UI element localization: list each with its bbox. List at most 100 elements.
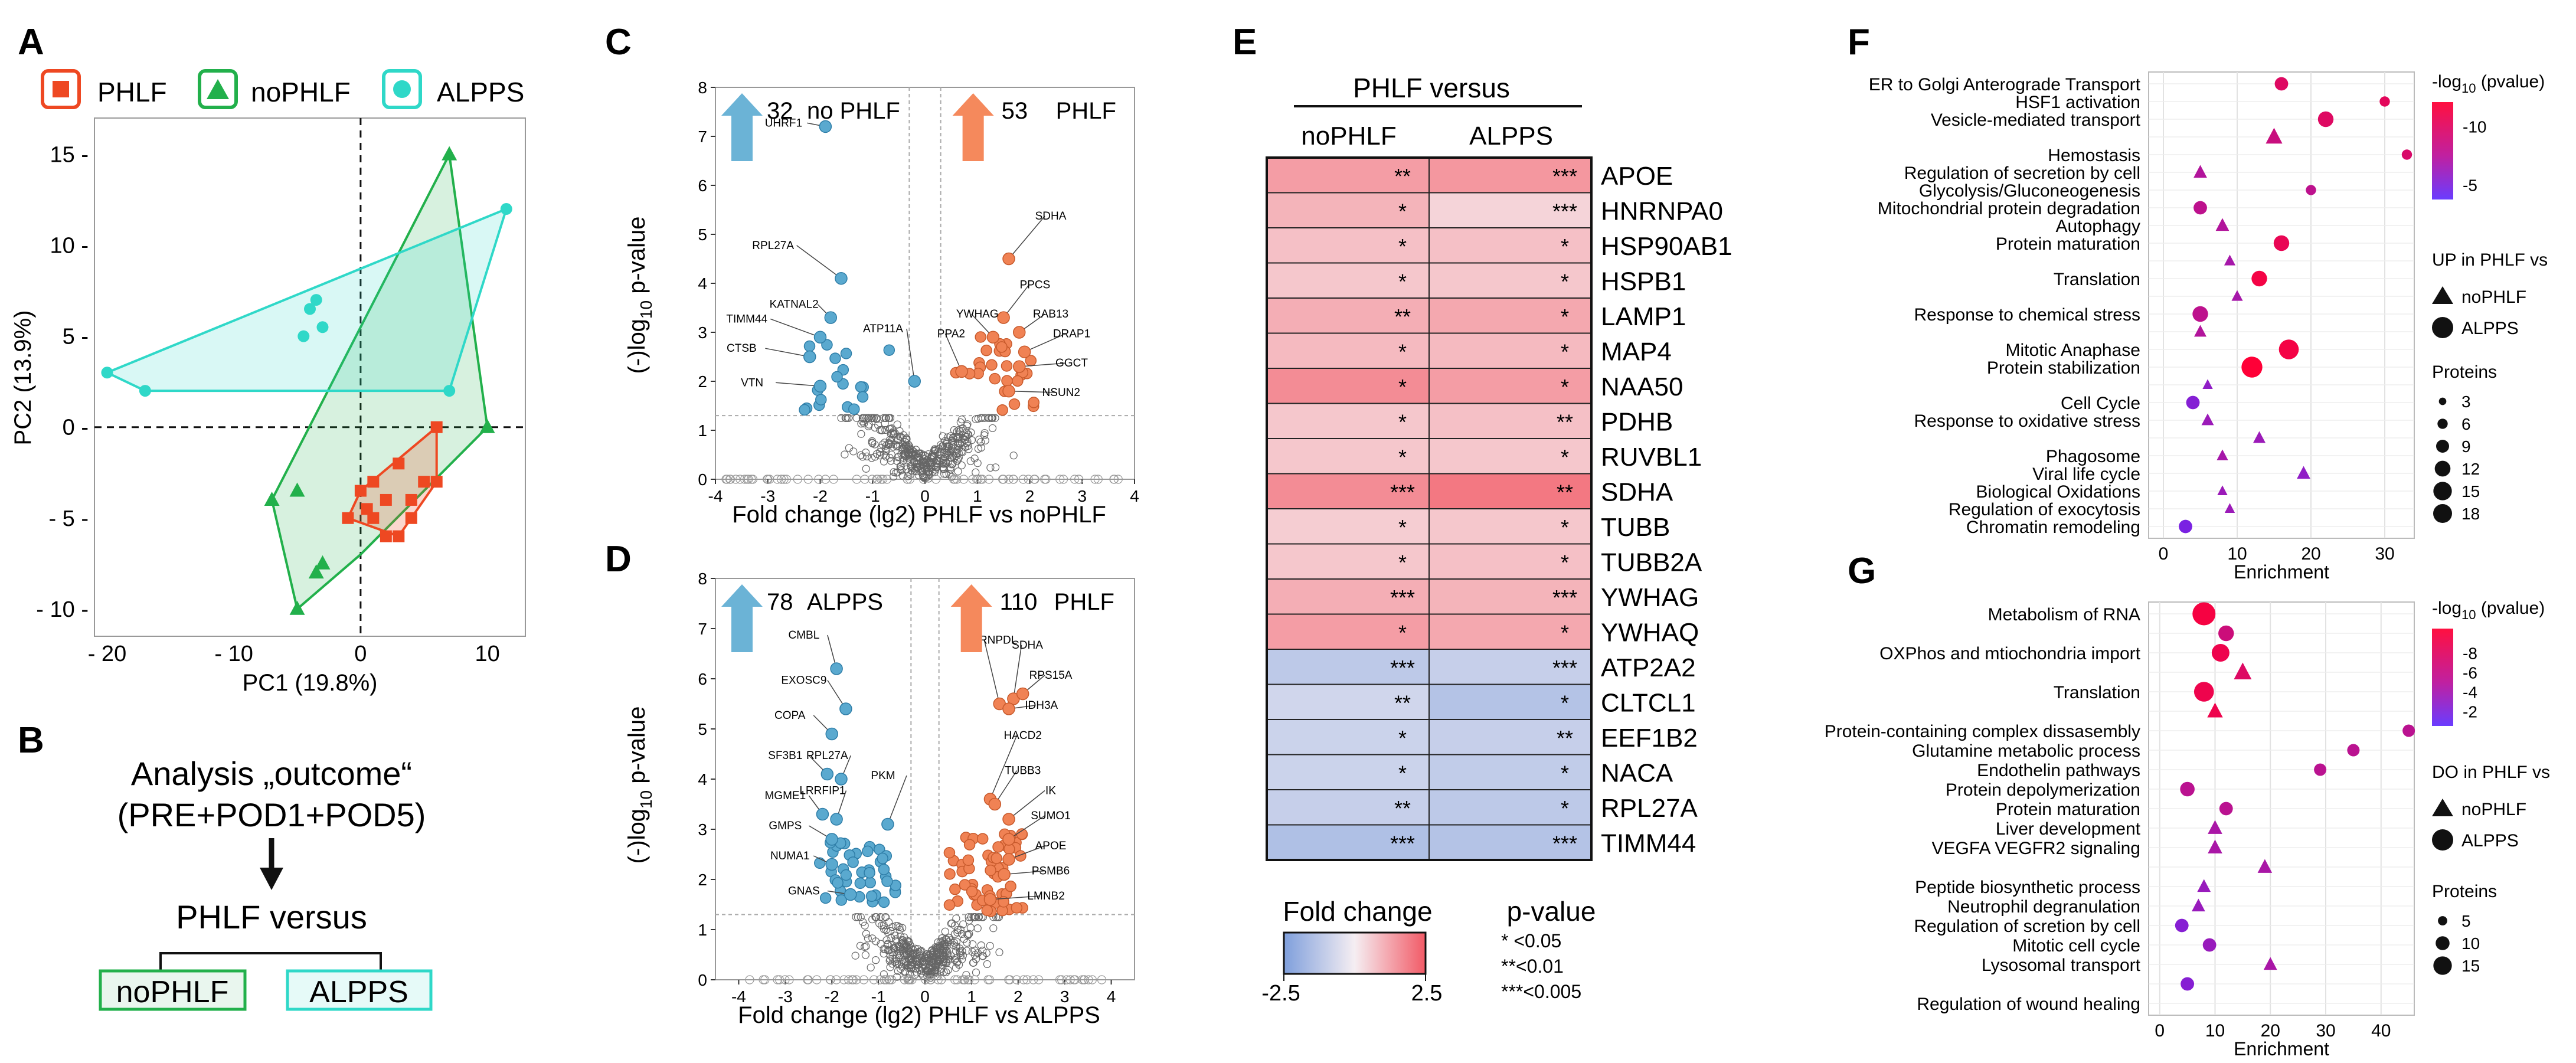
volcano-point-ns: [959, 424, 967, 433]
volcano-point-labeled: [955, 365, 968, 378]
gene-label: IDH3A: [1025, 699, 1058, 712]
volcano-point-ns: [884, 975, 894, 984]
volcano-point-ns: [857, 430, 865, 438]
shape-legend-title: UP in PHLF vs: [2432, 250, 2548, 270]
volcano-point-ns: [953, 435, 962, 443]
dotplot-term-label: Neutrophil degranulation: [1947, 897, 2140, 917]
legend-box-alpps: [382, 69, 422, 109]
volcano-point-labeled: [1013, 326, 1026, 339]
heatmap-significance: *: [1398, 550, 1407, 574]
volcano-point-ns: [869, 414, 878, 422]
volcano-point-labeled: [816, 807, 829, 821]
colorbar: [2432, 102, 2453, 199]
heatmap-cell: [1428, 157, 1592, 194]
volcano-plot-c: -4 -3 -2 -1 0 1 2 3 4 0 1 2 3 4 5 6 7 8 UHRF1 RPL27A KATNAL2…: [698, 79, 1139, 505]
volcano-point-ns: [1029, 475, 1039, 484]
dot-plot-g: 0 10 20 30 40 Metabolism of RNA OXPhos and mti…: [1825, 598, 2550, 1059]
pca-point-nophlf: [289, 600, 305, 615]
volcano-point-ns: [947, 446, 956, 454]
volcano-point-ns: [881, 913, 890, 921]
volcano-point-ns: [725, 475, 735, 484]
heatmap-significance: ***: [1390, 480, 1415, 504]
dotplot-x-label: Enrichment: [2234, 561, 2329, 583]
heatmap-cell: [1428, 192, 1592, 228]
volcano-point-down: [832, 876, 844, 889]
pca-point-alpps: [304, 303, 316, 315]
volcano-x-tick: 1: [973, 487, 982, 505]
volcano-frame: [715, 578, 1135, 980]
volcano-point-ns: [904, 450, 912, 459]
arrow-up-icon-down-group: [721, 584, 763, 652]
pca-point-phlf: [367, 512, 380, 524]
colorbar-tick: -5: [2463, 176, 2477, 194]
volcano-point-ns: [857, 451, 865, 459]
volcano-point-ns: [931, 963, 940, 972]
volcano-x-tick: -1: [865, 487, 880, 505]
volcano-point-ns: [916, 966, 924, 974]
volcano-point-ns: [902, 441, 910, 450]
volcano-point-ns: [985, 975, 995, 984]
volcano-x-tick: 0: [920, 487, 930, 505]
pca-point-phlf: [380, 493, 392, 506]
volcano-point-labeled: [881, 817, 894, 831]
volcano-point-ns: [871, 913, 880, 921]
volcano-y-tick: 2: [698, 372, 707, 391]
dotplot-point-triangle: [2224, 503, 2235, 513]
volcano-x-tick: 3: [1077, 487, 1087, 505]
dotplot-point-triangle: [2297, 466, 2310, 479]
dotplot-x-tick: 20: [2261, 1021, 2280, 1041]
heatmap-significance: *: [1561, 796, 1569, 820]
up-group-label: PHLF: [1056, 98, 1116, 124]
shape-legend-label: ALPPS: [2461, 831, 2519, 851]
arrow-down-icon: [260, 868, 283, 890]
down-count: 32: [767, 98, 793, 124]
volcano-point-ns: [1028, 975, 1038, 984]
volcano-point-ns: [907, 462, 915, 470]
dotplot-point-circle: [2241, 356, 2263, 378]
dotplot-point-circle: [2175, 918, 2189, 933]
pca-point-phlf: [430, 476, 443, 488]
volcano-point-down: [855, 381, 867, 393]
volcano-point-ns: [748, 475, 758, 484]
dotplot-point-triangle: [2194, 325, 2206, 337]
volcano-point-ns: [914, 960, 922, 969]
volcano-point-ns: [979, 414, 987, 422]
volcano-point-ns: [991, 414, 999, 422]
dotplot-point-triangle: [2207, 702, 2223, 718]
label-leader-line: [1008, 215, 1045, 259]
volcano-point-down: [862, 845, 874, 858]
heatmap-gene-label: HSPB1: [1601, 267, 1686, 296]
dotplot-term-label: Protein depolymerization: [1946, 780, 2140, 800]
volcano-point-ns: [939, 953, 947, 961]
volcano-point-ns: [839, 975, 849, 984]
label-leader-line: [1019, 362, 1066, 367]
dotplot-point-circle: [2179, 519, 2192, 534]
heatmap-significance: *: [1561, 620, 1569, 645]
volcano-point-ns: [930, 446, 939, 454]
volcano-point-down: [847, 856, 859, 868]
size-legend-dot: [2438, 916, 2447, 925]
volcano-point-ns: [885, 425, 894, 433]
volcano-point-labeled: [830, 813, 843, 826]
volcano-point-ns: [887, 934, 895, 942]
alpps-box-label: ALPPS: [309, 975, 408, 1009]
panel-f-letter: F: [1848, 22, 1870, 63]
dotplot-term-label: Glycolysis/Gluconeogenesis: [1919, 181, 2140, 201]
heatmap-significance: *: [1561, 761, 1569, 785]
volcano-point-ns: [954, 467, 962, 476]
volcano-point-ns: [860, 419, 868, 428]
volcano-point-labeled: [824, 311, 837, 324]
dotplot-term-label: Endothelin pathways: [1977, 761, 2140, 780]
dotplot-x-tick: 30: [2375, 544, 2394, 564]
heatmap-significance: *: [1398, 269, 1407, 293]
volcano-y-tick: 3: [698, 820, 707, 839]
size-legend-label: 5: [2461, 912, 2471, 930]
volcano-point-ns: [885, 436, 894, 444]
volcano-point-ns: [893, 442, 901, 451]
volcano-point-ns: [977, 443, 985, 452]
volcano-point-ns: [943, 947, 952, 956]
label-leader-line: [1008, 390, 1055, 393]
volcano-y-tick: 7: [698, 127, 707, 146]
heatmap-cell: [1428, 719, 1592, 755]
gene-label: NUMA1: [770, 850, 810, 862]
